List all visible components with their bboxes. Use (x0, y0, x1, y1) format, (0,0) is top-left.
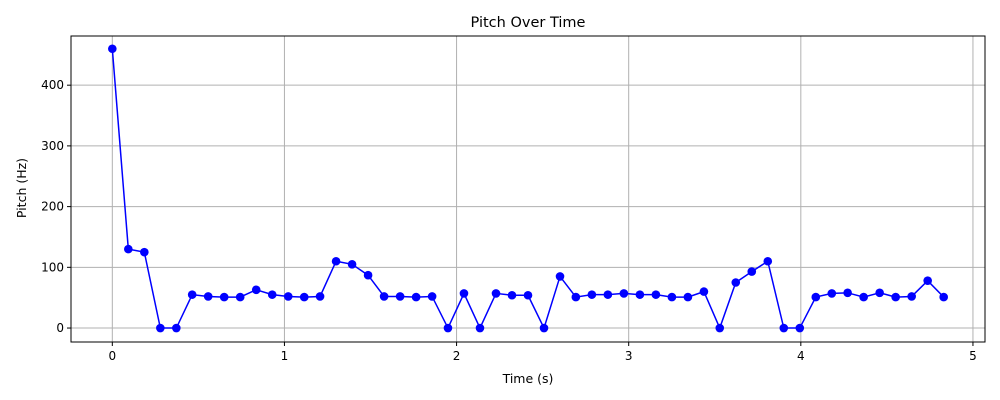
data-point (395, 292, 405, 301)
data-point (203, 292, 213, 301)
y-tick-label: 200 (41, 200, 64, 214)
data-point (907, 292, 916, 301)
data-point (795, 323, 805, 333)
data-point (715, 323, 725, 333)
chart-title: Pitch Over Time (471, 15, 586, 31)
data-point (267, 290, 277, 299)
data-point (315, 292, 325, 301)
data-point (363, 270, 373, 280)
data-point (699, 287, 709, 296)
plot-frame (70, 35, 986, 343)
x-tick-label: 5 (969, 349, 977, 363)
y-tick-label: 100 (41, 260, 64, 274)
data-point (683, 292, 693, 302)
data-point (172, 323, 181, 333)
data-point (731, 278, 741, 287)
data-point (443, 323, 453, 333)
data-point (923, 276, 932, 285)
data-point (475, 323, 485, 333)
data-point (411, 292, 421, 302)
data-point (587, 290, 597, 299)
data-point (603, 290, 613, 299)
data-point (827, 289, 837, 298)
data-point (331, 256, 341, 266)
grid (71, 36, 985, 342)
data-point (667, 292, 677, 302)
data-point (491, 289, 501, 298)
y-tick-label: 300 (41, 139, 64, 153)
data-point (187, 290, 197, 299)
data-point (939, 292, 948, 302)
y-tick-label: 0 (56, 321, 64, 335)
data-point (523, 290, 533, 300)
data-point (299, 292, 309, 302)
data-point (747, 267, 757, 276)
x-tick-label: 0 (108, 349, 116, 363)
data-point (859, 292, 868, 302)
data-point (251, 285, 261, 295)
data-point (219, 292, 229, 302)
y-tick-label: 400 (41, 78, 64, 92)
data-point (635, 290, 645, 299)
data-point (555, 272, 565, 281)
x-tick-label: 2 (453, 349, 461, 363)
data-point (235, 292, 245, 302)
x-tick-label: 1 (281, 349, 289, 363)
data-point (779, 323, 789, 333)
data-point (140, 247, 149, 257)
data-point (283, 292, 293, 301)
ticks: 0 1 2 3 4 5 0 100 200 300 400 (41, 78, 977, 363)
data-point (507, 290, 517, 300)
data-point (875, 288, 884, 298)
data-point (619, 289, 629, 298)
data-point (763, 256, 773, 266)
series-layer (108, 44, 948, 333)
data-point (156, 323, 165, 333)
series-line (111, 48, 945, 331)
data-point (379, 292, 389, 301)
data-point (651, 290, 661, 299)
y-axis-label: Pitch (Hz) (14, 158, 29, 218)
data-point (811, 292, 821, 302)
data-point (459, 289, 469, 298)
data-point (108, 44, 117, 54)
x-tick-label: 3 (625, 349, 633, 363)
x-axis-label: Time (s) (502, 371, 554, 386)
data-point (891, 292, 900, 302)
data-point (427, 292, 437, 301)
data-point (571, 292, 581, 302)
data-point (539, 323, 549, 333)
data-point (843, 288, 852, 298)
data-point (124, 244, 133, 254)
x-tick-label: 4 (797, 349, 805, 363)
data-point (347, 259, 357, 269)
